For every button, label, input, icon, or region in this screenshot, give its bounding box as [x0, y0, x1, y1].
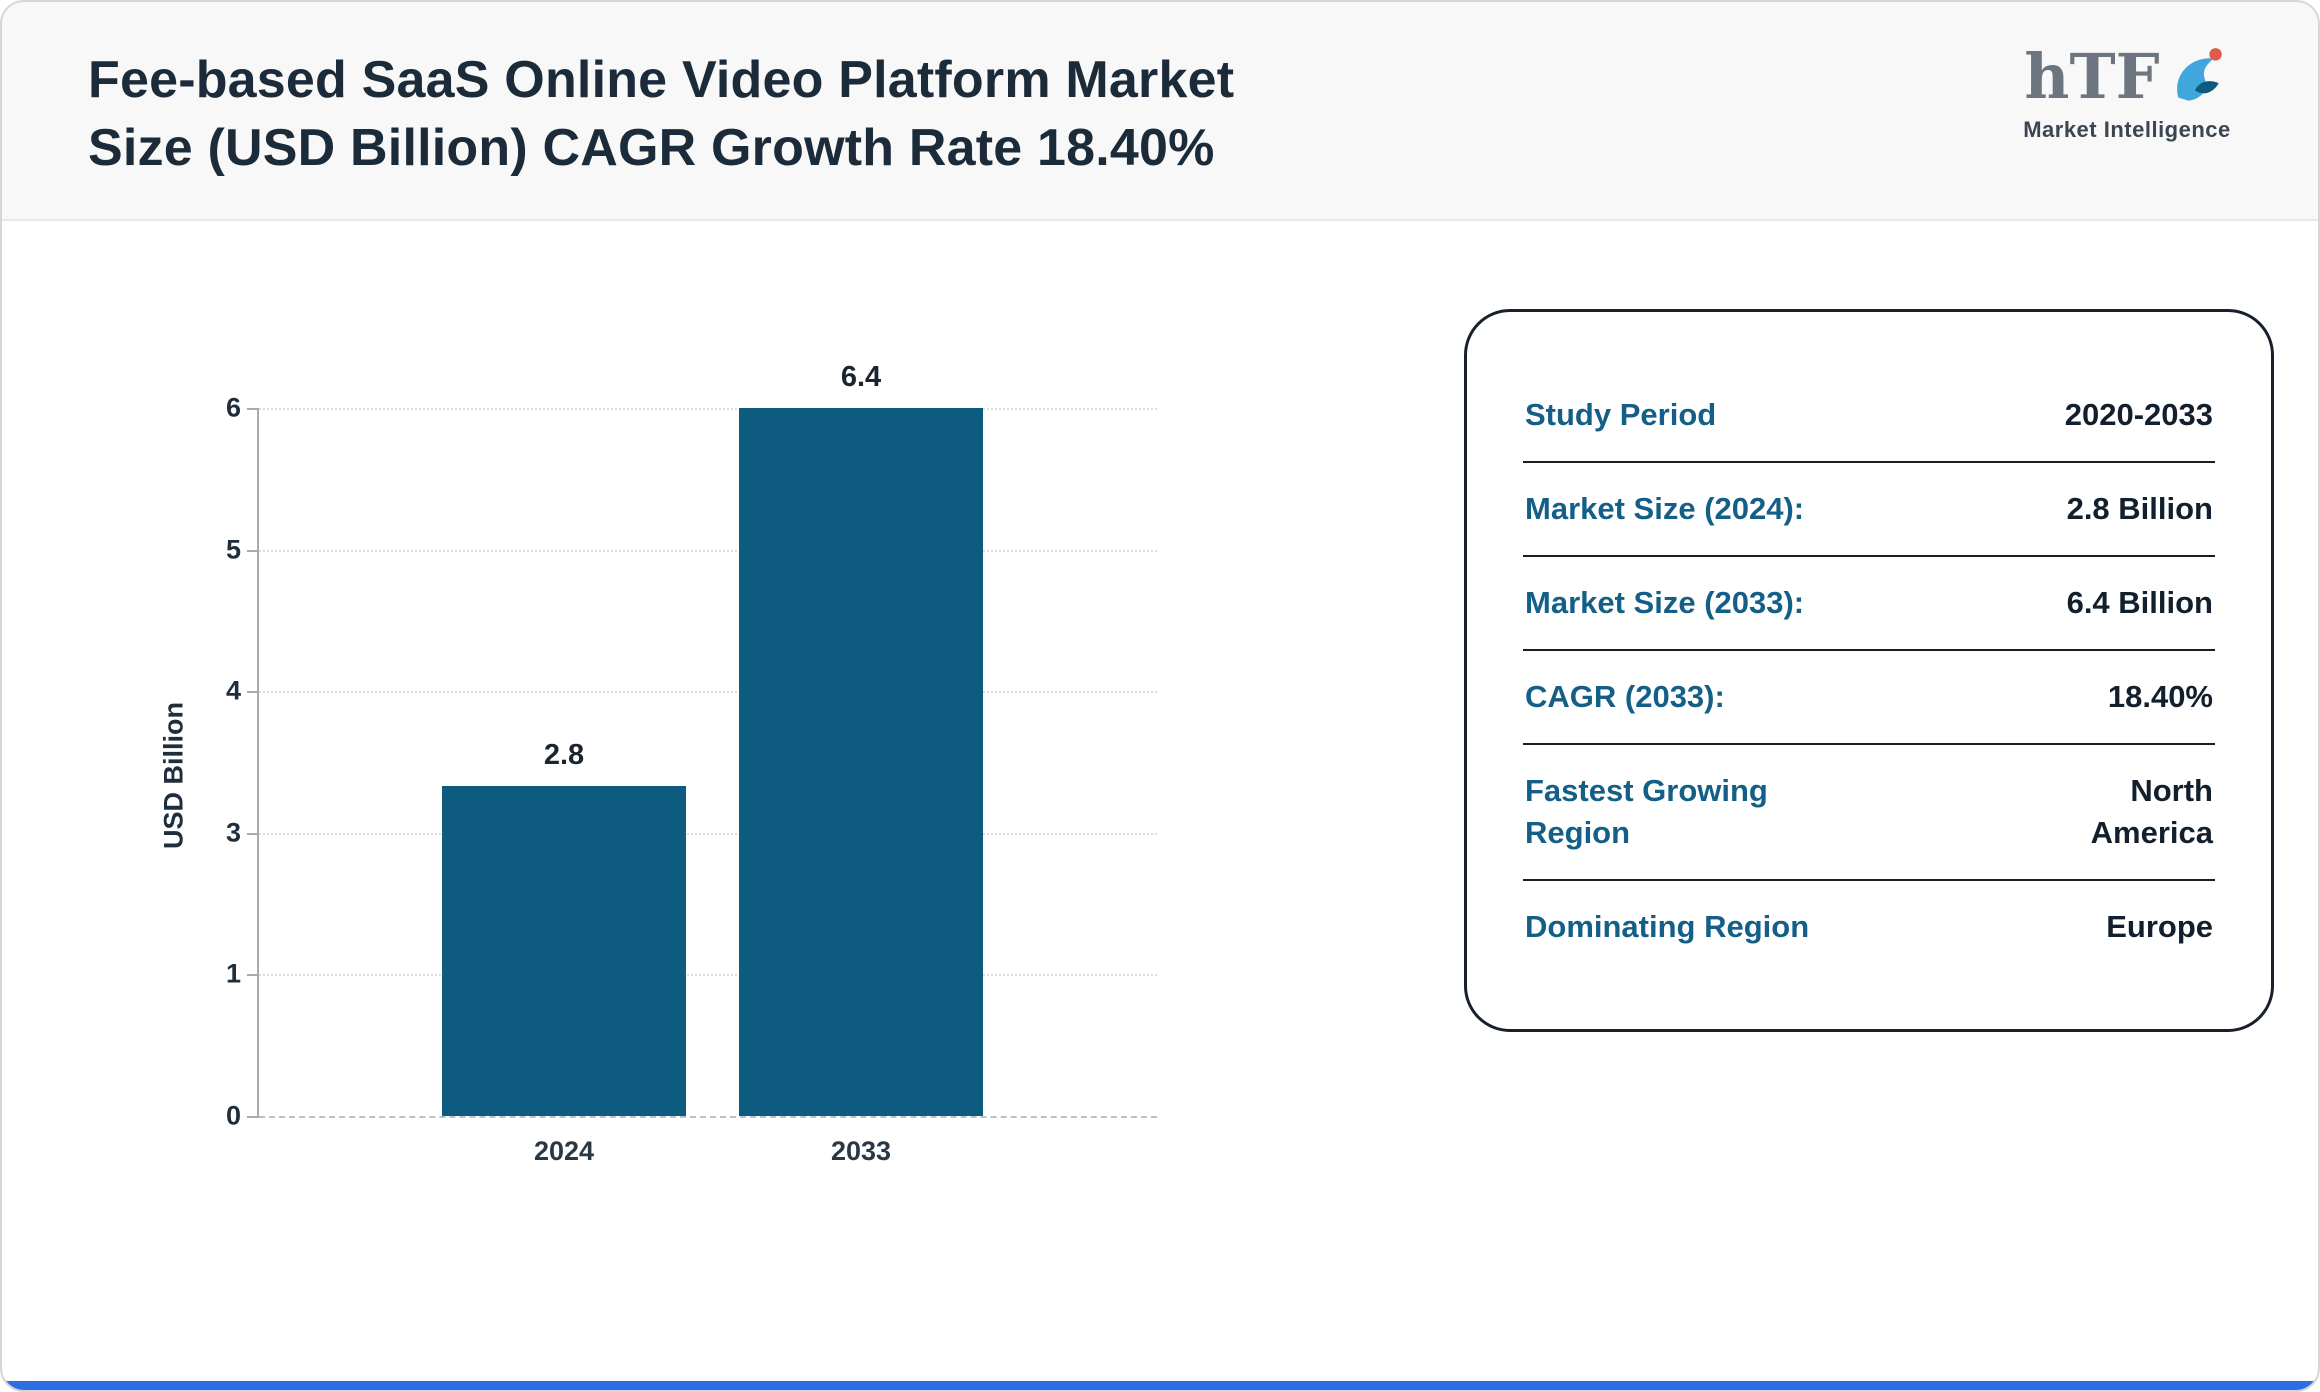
y-tick-mark [247, 408, 259, 410]
y-tick-label: 6 [225, 392, 241, 423]
header: Fee-based SaaS Online Video Platform Mar… [2, 2, 2318, 221]
y-tick-label: 1 [225, 958, 241, 989]
summary-row-label: Market Size (2033): [1525, 584, 1805, 620]
summary-row-market-size-2033: Market Size (2033): 6.4 Billion [1523, 557, 2215, 651]
summary-row-dominating-region: Dominating Region Europe [1523, 881, 2215, 973]
summary-row-label: Study Period [1525, 396, 1717, 432]
summary-row-value: 6.4 Billion [2066, 584, 2213, 620]
summary-row-value: Europe [2106, 908, 2213, 944]
summary-row-value: 2.8 Billion [2066, 490, 2213, 526]
y-tick-label: 0 [225, 1100, 241, 1131]
y-tick-mark [247, 1116, 259, 1118]
bar-chart: USD Billion 0 1 3 4 5 6 2.8 2024 6.4 2033 [142, 361, 1262, 1202]
gridline [259, 549, 1157, 552]
page-title-line2: Size (USD Billion) CAGR Growth Rate 18.4… [88, 119, 1215, 177]
summary-row-label: Market Size (2024): [1525, 490, 1805, 526]
bar-value-label: 6.4 [840, 361, 882, 393]
y-tick-label: 4 [225, 675, 241, 706]
y-tick-label: 3 [225, 817, 241, 848]
logo-swoosh-icon [2164, 44, 2230, 115]
summary-row-value: 18.40% [2107, 678, 2213, 714]
gridline [259, 691, 1157, 694]
summary-row-value: North America [2090, 772, 2213, 850]
gridline [259, 408, 1157, 410]
summary-row-label: Dominating Region [1525, 908, 1810, 944]
brand-logo-top: hTF [2002, 44, 2252, 115]
gridline [259, 974, 1157, 977]
summary-row-market-size-2024: Market Size (2024): 2.8 Billion [1523, 463, 2215, 557]
y-tick-mark [247, 832, 259, 835]
summary-row-label: CAGR (2033): [1525, 678, 1725, 714]
page-title-line1: Fee-based SaaS Online Video Platform Mar… [88, 51, 1235, 109]
page-title: Fee-based SaaS Online Video Platform Mar… [88, 46, 1234, 182]
gridline [259, 832, 1157, 835]
bottom-accent-bar [2, 1381, 2318, 1390]
x-axis-baseline [259, 1116, 1157, 1118]
bar-2033 [739, 408, 983, 1116]
y-tick-mark [247, 974, 259, 977]
brand-logo-subtext: Market Intelligence [2023, 117, 2231, 142]
summary-row-study-period: Study Period 2020-2033 [1523, 369, 2215, 463]
summary-row-value: 2020-2033 [2064, 396, 2213, 432]
summary-panel: Study Period 2020-2033 Market Size (2024… [1464, 309, 2274, 1032]
summary-row-cagr: CAGR (2033): 18.40% [1523, 651, 2215, 745]
brand-logo: hTF Market Intelligence [2002, 44, 2252, 143]
bar-value-label: 2.8 [543, 738, 585, 771]
y-tick-label: 5 [225, 534, 241, 565]
summary-row-label: Fastest Growing Region [1525, 772, 1768, 850]
plot-area: 0 1 3 4 5 6 2.8 2024 6.4 2033 [226, 361, 1157, 1166]
x-tick-label: 2033 [830, 1136, 892, 1166]
brand-logo-text: hTF [2024, 40, 2160, 113]
y-axis-title: USD Billion [158, 702, 189, 849]
y-tick-mark [247, 691, 259, 694]
x-tick-label: 2024 [533, 1136, 595, 1166]
summary-row-fastest-growing-region: Fastest Growing Region North America [1523, 745, 2215, 881]
bar-2024 [442, 785, 686, 1116]
y-tick-mark [247, 549, 259, 552]
